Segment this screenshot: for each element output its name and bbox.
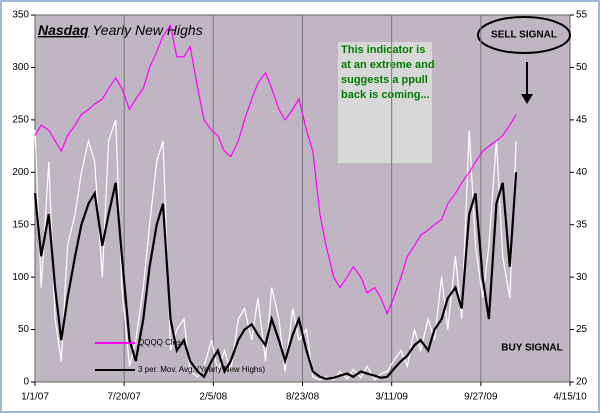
sell-circle xyxy=(477,16,571,54)
y2-tick-label: 30 xyxy=(576,272,588,283)
x-tick-label: 4/15/10 xyxy=(553,392,587,403)
y-tick-label: 200 xyxy=(12,167,29,178)
y-tick-label: 250 xyxy=(12,114,29,125)
title-text: Yearly New Highs xyxy=(92,22,203,38)
note-line: back is coming... xyxy=(341,89,430,101)
x-tick-label: 3/11/09 xyxy=(375,392,408,403)
series-line xyxy=(34,24,517,316)
y2-tick-label: 55 xyxy=(576,10,588,21)
legend-label: 3 per. Mov. Avg. (Yearly New Highs) xyxy=(138,365,265,374)
x-tick-label: 8/23/08 xyxy=(286,392,320,403)
title-brand: Nasdaq xyxy=(38,22,89,38)
y-tick-label: 100 xyxy=(12,272,29,283)
chart-title: Nasdaq Yearly New Highs xyxy=(38,22,203,38)
y2-tick-label: 40 xyxy=(576,167,588,178)
note-box xyxy=(338,42,432,163)
y2-tick-label: 50 xyxy=(576,62,588,73)
x-tick-label: 7/20/07 xyxy=(107,392,141,403)
y-tick-label: 50 xyxy=(18,324,30,335)
y2-tick-label: 25 xyxy=(576,324,588,335)
x-tick-label: 1/1/07 xyxy=(21,392,49,403)
y-tick-label: 350 xyxy=(12,10,29,21)
x-tick-label: 2/5/08 xyxy=(199,392,227,403)
buy-label: BUY SIGNAL xyxy=(501,343,563,354)
note-line: at an extreme and xyxy=(341,59,435,71)
note-line: suggests a ppull xyxy=(341,74,428,86)
y2-tick-label: 20 xyxy=(576,377,588,388)
x-tick-label: 9/27/09 xyxy=(464,392,498,403)
note-line: This indicator is xyxy=(341,44,425,56)
sell-label: SELL SIGNAL xyxy=(491,30,557,41)
note: This indicator is at an extreme and sugges… xyxy=(341,44,435,101)
series-line xyxy=(33,172,518,381)
y-tick-label: 0 xyxy=(23,377,29,388)
y2-tick-label: 35 xyxy=(576,219,588,230)
y-tick-label: 150 xyxy=(12,219,29,230)
legend-label: QQQQ Close xyxy=(138,338,186,347)
y2-tick-label: 45 xyxy=(576,114,588,125)
sell-arrow-head xyxy=(521,94,533,104)
y-tick-label: 300 xyxy=(12,62,29,73)
